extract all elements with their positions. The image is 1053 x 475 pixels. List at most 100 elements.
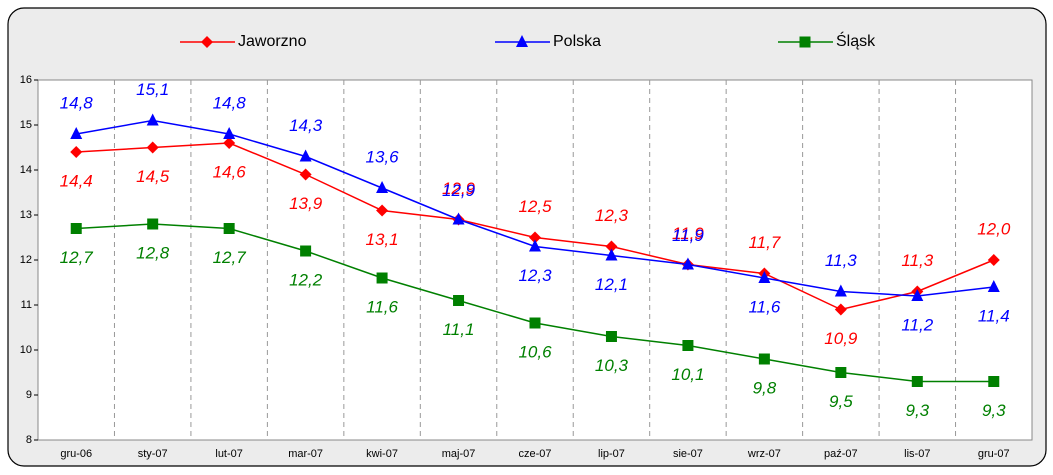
data-label: 13,1 bbox=[366, 230, 399, 249]
data-label: 11,6 bbox=[748, 297, 780, 316]
data-label: 12,1 bbox=[595, 275, 628, 294]
marker bbox=[70, 223, 82, 234]
marker bbox=[988, 376, 1000, 387]
marker bbox=[223, 223, 235, 234]
data-label: 10,6 bbox=[518, 342, 552, 361]
data-label: 14,8 bbox=[213, 93, 247, 112]
y-tick-label: 10 bbox=[20, 344, 32, 356]
data-label: 13,6 bbox=[366, 147, 400, 166]
marker bbox=[376, 272, 388, 284]
data-label: 9,8 bbox=[753, 378, 777, 397]
data-label: 11,2 bbox=[901, 315, 933, 334]
data-label: 12,9 bbox=[442, 179, 476, 198]
marker bbox=[299, 149, 312, 162]
data-label: 12,2 bbox=[289, 270, 323, 289]
y-tick-label: 15 bbox=[20, 119, 32, 131]
marker bbox=[529, 317, 541, 329]
data-label: 15,1 bbox=[136, 80, 169, 99]
y-tick-label: 13 bbox=[20, 209, 32, 221]
data-label: 14,8 bbox=[60, 93, 94, 112]
data-label: 9,3 bbox=[905, 401, 929, 420]
marker bbox=[605, 240, 618, 253]
x-tick-label: gru-07 bbox=[978, 448, 1010, 460]
data-label: 14,3 bbox=[289, 116, 323, 135]
x-tick-label: sty-07 bbox=[138, 448, 168, 460]
marker bbox=[605, 248, 618, 261]
legend-marker bbox=[201, 36, 213, 48]
x-tick-label: wrz-07 bbox=[747, 448, 781, 460]
data-label: 12,5 bbox=[518, 197, 552, 216]
x-tick-label: lut-07 bbox=[215, 448, 243, 460]
data-label: 12,9 bbox=[442, 181, 476, 200]
marker bbox=[146, 113, 159, 126]
legend-marker bbox=[516, 35, 528, 47]
marker bbox=[452, 212, 465, 225]
data-label: 14,4 bbox=[60, 171, 93, 190]
marker bbox=[911, 376, 923, 387]
marker bbox=[223, 127, 236, 139]
data-label: 11,7 bbox=[748, 233, 780, 252]
data-label: 12,3 bbox=[595, 206, 629, 225]
data-label: 12,3 bbox=[518, 266, 552, 285]
data-label: 11,3 bbox=[825, 251, 857, 270]
legend-label: Jaworzno bbox=[238, 33, 307, 50]
legend-marker bbox=[799, 36, 811, 48]
marker bbox=[529, 239, 541, 252]
y-tick-label: 8 bbox=[26, 434, 32, 446]
y-tick-label: 14 bbox=[20, 164, 32, 176]
marker bbox=[146, 141, 159, 154]
data-label: 9,3 bbox=[982, 401, 1006, 420]
marker bbox=[147, 218, 159, 230]
x-tick-label: gru-06 bbox=[60, 448, 92, 460]
marker bbox=[70, 146, 83, 158]
y-tick-label: 9 bbox=[26, 389, 32, 401]
marker bbox=[834, 303, 847, 316]
data-label: 14,5 bbox=[136, 167, 170, 186]
marker bbox=[223, 137, 236, 149]
data-label: 11,3 bbox=[901, 251, 933, 270]
x-tick-label: mar-07 bbox=[288, 448, 323, 460]
x-tick-label: lip-07 bbox=[598, 448, 625, 460]
marker bbox=[758, 271, 771, 283]
x-tick-label: lis-07 bbox=[904, 448, 930, 460]
x-tick-label: maj-07 bbox=[442, 448, 476, 460]
x-tick-label: paź-07 bbox=[824, 448, 858, 460]
marker bbox=[376, 181, 389, 193]
data-label: 11,6 bbox=[366, 297, 398, 316]
marker bbox=[758, 353, 770, 365]
marker bbox=[299, 168, 312, 181]
data-label: 13,9 bbox=[289, 194, 323, 213]
data-label: 10,1 bbox=[671, 365, 704, 384]
marker bbox=[300, 245, 312, 257]
data-label: 11,9 bbox=[672, 224, 704, 243]
marker bbox=[681, 257, 694, 270]
marker bbox=[834, 284, 847, 297]
legend-label: Polska bbox=[553, 33, 601, 50]
data-label: 12,8 bbox=[136, 243, 170, 262]
marker bbox=[987, 280, 1000, 292]
data-label: 10,9 bbox=[824, 329, 858, 348]
marker bbox=[682, 340, 694, 351]
data-label: 12,7 bbox=[60, 248, 94, 267]
data-label: 14,6 bbox=[213, 162, 247, 181]
marker bbox=[987, 254, 1000, 266]
data-label: 9,5 bbox=[829, 392, 853, 411]
marker bbox=[605, 331, 617, 342]
data-label: 11,1 bbox=[443, 320, 475, 339]
data-label: 12,7 bbox=[213, 248, 247, 267]
data-label: 11,9 bbox=[672, 226, 704, 245]
y-tick-label: 16 bbox=[20, 74, 32, 86]
x-tick-label: kwi-07 bbox=[366, 448, 398, 460]
y-tick-label: 12 bbox=[20, 254, 32, 266]
data-label: 12,0 bbox=[977, 219, 1011, 238]
x-tick-label: sie-07 bbox=[673, 448, 703, 460]
x-tick-label: cze-07 bbox=[518, 448, 551, 460]
marker bbox=[376, 204, 389, 217]
data-label: 11,4 bbox=[978, 306, 1010, 325]
marker bbox=[835, 367, 847, 378]
data-label: 10,3 bbox=[595, 356, 629, 375]
marker bbox=[70, 127, 83, 139]
marker bbox=[529, 231, 541, 244]
marker bbox=[453, 295, 465, 306]
